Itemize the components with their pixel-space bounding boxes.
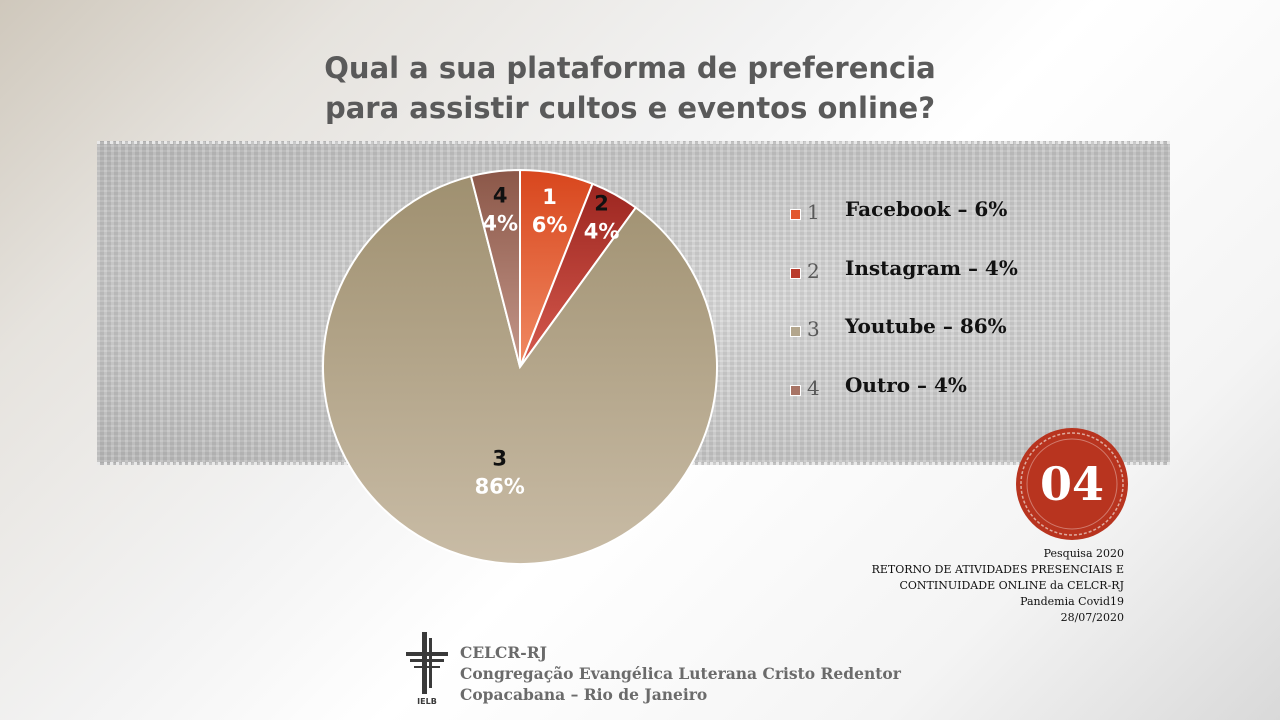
ielb-cross-icon: IELB [406, 632, 448, 706]
legend-number: 2 [807, 258, 820, 283]
page-title: Qual a sua plataforma de preferencia par… [290, 48, 970, 128]
organization-block: CELCR-RJ Congregação Evangélica Luterana… [460, 642, 901, 705]
info-line-1: Pesquisa 2020 [1043, 547, 1124, 560]
slice-category-label: 1 [542, 185, 557, 209]
legend-swatch-3 [790, 326, 801, 337]
badge-circle [1016, 428, 1128, 540]
legend-label: Youtube – 86% [845, 314, 1007, 338]
slice-value-label: 6% [532, 213, 568, 237]
slice-value-label: 4% [482, 212, 518, 236]
org-full-name: Congregação Evangélica Luterana Cristo R… [460, 664, 901, 683]
org-name: CELCR-RJ [460, 643, 547, 662]
legend-swatch-1 [790, 209, 801, 220]
logo-text: IELB [417, 697, 437, 706]
badge-number: 04 [1040, 457, 1104, 511]
legend-label: Instagram – 4% [845, 255, 1018, 280]
pie-slice-3 [322, 174, 718, 565]
slice-category-label: 2 [594, 192, 609, 216]
slice-value-label: 4% [584, 220, 620, 244]
title-line-2: para assistir cultos e eventos online? [324, 91, 936, 125]
info-line-3: CONTINUIDADE ONLINE da CELCR-RJ [899, 579, 1125, 592]
slice-value-label: 86% [475, 474, 525, 498]
survey-info: Pesquisa 2020 RETORNO DE ATIVIDADES PRES… [872, 546, 1124, 626]
slide-number-badge: 04 [1016, 428, 1128, 540]
legend-label: Outro – 4% [845, 372, 967, 397]
info-line-4: Pandemia Covid19 [1020, 595, 1124, 608]
org-location: Copacabana – Rio de Janeiro [460, 685, 708, 704]
legend-number: 1 [807, 200, 820, 224]
info-line-2: RETORNO DE ATIVIDADES PRESENCIAIS E [871, 563, 1124, 576]
title-line-1: Qual a sua plataforma de preferencia [324, 51, 936, 85]
pie-slice-4 [469, 168, 521, 368]
legend-number: 3 [807, 317, 820, 341]
info-line-5: 28/07/2020 [1060, 611, 1124, 624]
legend-number: 4 [807, 375, 820, 400]
legend-swatch-4 [790, 384, 801, 396]
legend-swatch-2 [790, 267, 801, 279]
slice-category-label: 4 [493, 184, 508, 208]
legend-label: Facebook – 6% [845, 197, 1008, 221]
slice-category-label: 3 [492, 446, 507, 470]
